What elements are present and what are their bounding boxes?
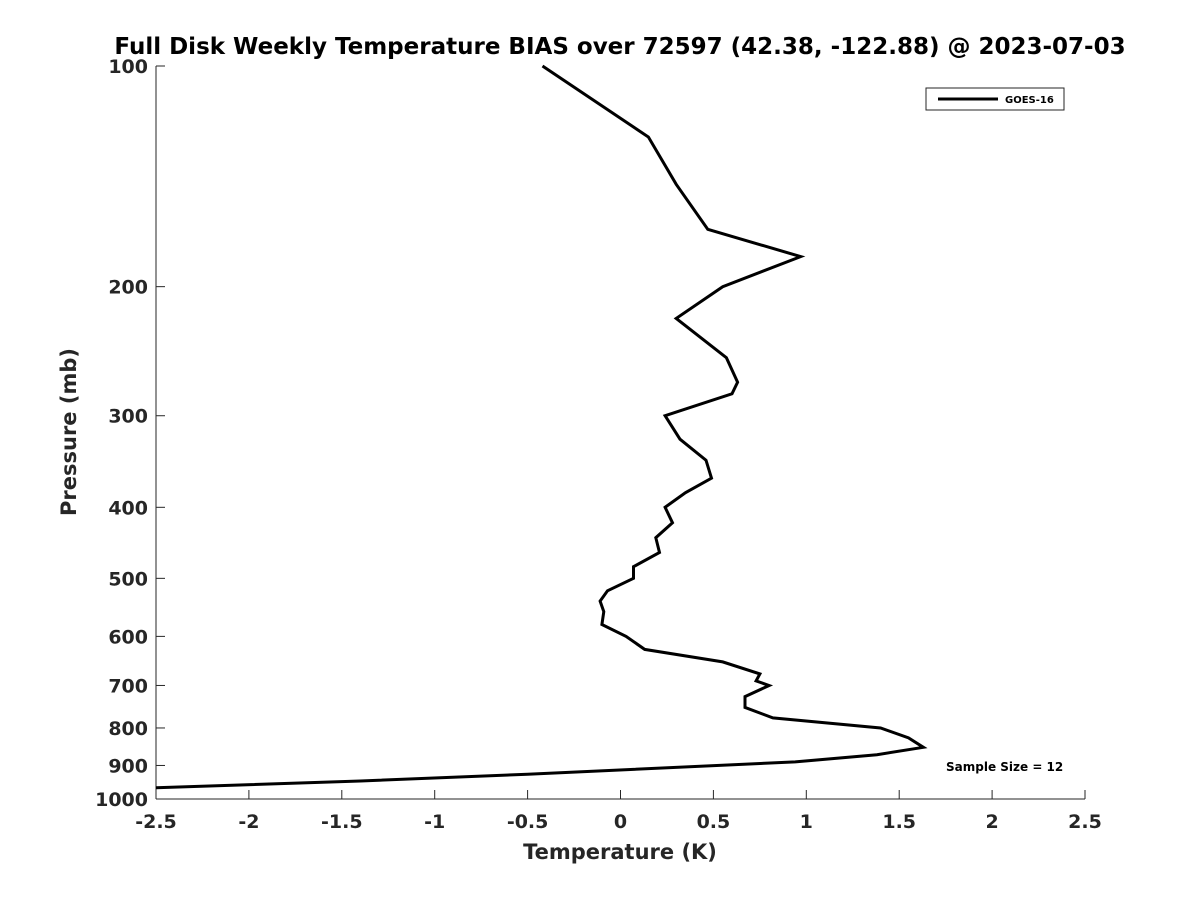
x-tick-label: 1	[800, 811, 813, 833]
x-tick-label: -2.5	[135, 811, 177, 833]
y-tick-label: 800	[108, 718, 148, 740]
x-tick-label: 0.5	[697, 811, 731, 833]
x-tick-label: 2	[985, 811, 998, 833]
x-tick-label: 0	[614, 811, 627, 833]
x-tick-label: 2.5	[1068, 811, 1102, 833]
y-tick-label: 300	[108, 406, 148, 428]
legend: GOES-16	[925, 87, 1065, 111]
x-tick-label: -2	[238, 811, 259, 833]
y-axis-label: Pressure (mb)	[57, 348, 81, 516]
y-tick-label: 900	[108, 755, 148, 777]
sample-size-annotation: Sample Size = 12	[946, 760, 1063, 774]
y-tick-label: 200	[108, 277, 148, 299]
y-ticks: 100 200 300 400 500 600 700 800 900 1000	[95, 56, 165, 811]
x-tick-label: 1.5	[882, 811, 916, 833]
x-tick-label: -1.5	[321, 811, 363, 833]
y-tick-label: 100	[108, 56, 148, 78]
x-ticks: -2.5 -2 -1.5 -1 -0.5 0 0.5 1 1.5 2 2.5	[135, 790, 1102, 833]
chart-title: Full Disk Weekly Temperature BIAS over 7…	[114, 34, 1125, 60]
x-tick-label: -0.5	[507, 811, 549, 833]
y-tick-label: 700	[108, 675, 148, 697]
x-tick-label: -1	[424, 811, 445, 833]
y-tick-label: 600	[108, 626, 148, 648]
legend-label-goes-16: GOES-16	[1005, 95, 1054, 106]
y-tick-label: 1000	[95, 789, 148, 811]
y-tick-label: 400	[108, 497, 148, 519]
y-tick-label: 500	[108, 568, 148, 590]
goes-16-series-line	[155, 64, 928, 790]
x-axis-label: Temperature (K)	[523, 840, 717, 864]
plot-area: -2.5 -2 -1.5 -1 -0.5 0 0.5 1 1.5 2 2.5 100 200 300 40…	[95, 56, 1102, 833]
